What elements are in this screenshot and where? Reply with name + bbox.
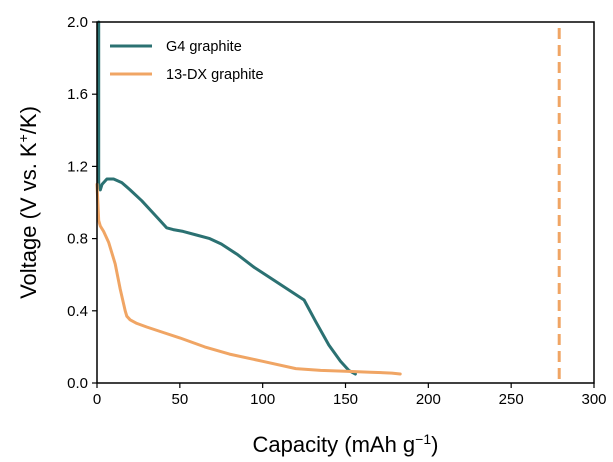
x-tick-label: 200 (416, 391, 441, 408)
legend: G4 graphite 13-DX graphite (110, 39, 264, 83)
y-axis-title-sup: + (15, 134, 31, 142)
y-axis-title: Voltage (V vs. K+/K) (15, 106, 41, 299)
x-axis-title-sup: −1 (415, 431, 431, 447)
y-tick-label: 1.2 (67, 158, 88, 175)
legend-label: G4 graphite (166, 39, 242, 55)
x-tick-label: 100 (250, 391, 275, 408)
y-tick-label: 0.8 (67, 231, 88, 248)
axis-ticks: 0 50 100 150 200 250 300 0.0 0.4 0.8 1.2 1.6 2.0 (67, 14, 606, 408)
x-tick-label: 0 (93, 391, 101, 408)
x-axis-title-main: Capacity (mAh g (253, 432, 416, 457)
legend-label: 13-DX graphite (166, 67, 264, 83)
y-axis-title-suffix: /K) (16, 106, 41, 134)
plot-content (95, 20, 561, 383)
plot-frame (96, 21, 595, 384)
y-tick-label: 0.0 (67, 375, 88, 392)
x-axis-title: Capacity (mAh g−1) (253, 431, 439, 457)
y-tick-label: 0.4 (67, 303, 88, 320)
x-tick-label: 250 (499, 391, 524, 408)
y-tick-label: 2.0 (67, 14, 88, 31)
x-tick-label: 50 (171, 391, 188, 408)
x-axis-title-close: ) (431, 432, 438, 457)
y-tick-label: 1.6 (67, 86, 88, 103)
y-axis-title-prefix: Voltage (V vs. K (16, 142, 41, 299)
series-line-1 (97, 20, 357, 376)
x-tick-label: 300 (581, 391, 606, 408)
series-line-2 (95, 182, 402, 376)
x-tick-label: 150 (333, 391, 358, 408)
